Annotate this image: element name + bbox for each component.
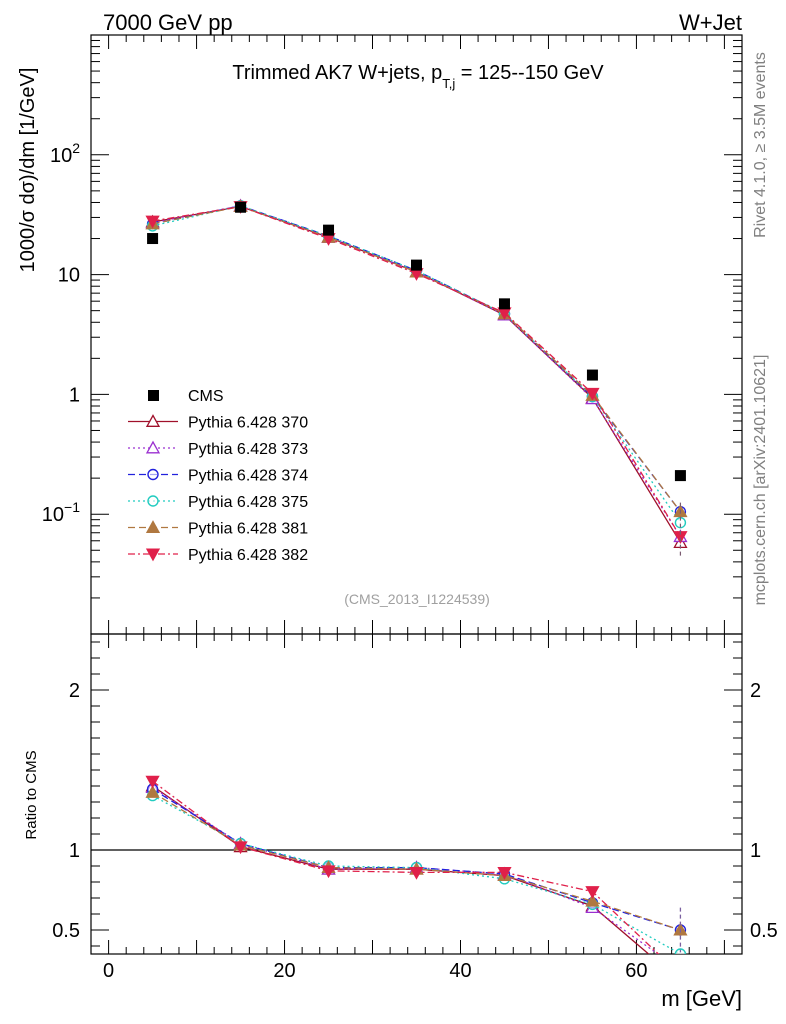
legend-label: Pythia 6.428 374: [188, 468, 308, 485]
main-axis-ticks: [91, 35, 742, 635]
series-point-main: [585, 387, 600, 401]
legend-marker: [147, 468, 159, 481]
series-point-ratio: [409, 866, 424, 880]
ratio-tick-label: 1: [750, 840, 761, 862]
title-main: Trimmed AK7 W+jets, p: [232, 62, 442, 84]
x-axis-label: m [GeV]: [661, 986, 742, 1011]
y-axis-label: 1000/σ dσ)/dm [1/GeV]: [17, 68, 39, 273]
main-plot-frame: [90, 34, 743, 635]
series-point-main: [145, 215, 160, 229]
legend-label: Pythia 6.428 370: [188, 415, 308, 432]
series-point-ratio: [233, 841, 248, 855]
process-label: W+Jet: [679, 10, 742, 35]
title-tail: = 125--150 GeV: [455, 62, 604, 84]
axis-tick-labels: 0 20 40 60 1 10 10−1 102 0.5 0.5 1 1 2 2: [42, 140, 778, 982]
ratio-tick-label: 1: [69, 840, 80, 862]
cms-data-point: [411, 259, 422, 271]
legend-cms-label: CMS: [188, 388, 224, 405]
legend-label: Pythia 6.428 375: [188, 494, 308, 511]
series-point-ratio: [585, 886, 600, 899]
ratio-plot-frame: [90, 633, 743, 955]
legend-marker: [145, 520, 161, 533]
legend-label: Pythia 6.428 373: [188, 441, 308, 458]
legend-label: Pythia 6.428 381: [188, 521, 308, 538]
y-tick-label: 1: [69, 384, 80, 406]
cms-data-point: [147, 233, 159, 245]
legend-marker: [145, 414, 161, 427]
series-line-main: [152, 205, 681, 543]
cms-data-point: [586, 369, 598, 381]
plot-title: Trimmed AK7 W+jets, pT,j = 125--150 GeV: [232, 62, 604, 91]
cms-data-point: [235, 201, 247, 213]
series-line-main: [152, 205, 681, 513]
y-tick-label: 10−1: [42, 499, 80, 526]
y-tick-label: 102: [50, 140, 80, 167]
x-tick-label: 40: [449, 960, 471, 982]
legend-marker: [145, 440, 161, 454]
ratio-tick-label: 2: [69, 680, 80, 702]
series-line-main: [152, 205, 681, 537]
ratio-tick-label: 0.5: [750, 920, 778, 942]
series-line-main: [152, 205, 681, 513]
legend: CMS Pythia 6.428 370 Pythia 6.428 373 Pythi…: [128, 388, 308, 564]
series-point-ratio: [497, 866, 512, 880]
title-subscript: T,j: [442, 76, 455, 91]
series-point-ratio: [145, 785, 160, 798]
x-tick-label: 60: [625, 960, 647, 982]
ratio-series-group: [91, 775, 742, 954]
rivet-label: Rivet 4.1.0, ≥ 3.5M events: [752, 52, 769, 238]
series-line-ratio: [152, 788, 681, 931]
ratio-tick-label: 2: [750, 680, 761, 702]
cms-data-point: [674, 470, 686, 482]
legend-cms-marker: [148, 390, 159, 401]
y-tick-label: 10: [58, 265, 80, 287]
ratio-y-axis-label: Ratio to CMS: [23, 750, 40, 839]
mcplots-label: mcplots.cern.ch [arXiv:2401.10621]: [752, 355, 769, 606]
ratio-axis-ticks: [91, 634, 742, 954]
cms-data-point: [323, 224, 335, 236]
series-point-ratio: [145, 775, 160, 789]
x-tick-label: 0: [103, 960, 114, 982]
series-line-main: [152, 205, 681, 537]
legend-marker: [145, 548, 161, 562]
main-series-group: [145, 198, 688, 556]
cms-data-point: [498, 298, 510, 310]
series-point-ratio: [585, 893, 600, 907]
legend-marker: [147, 495, 159, 507]
energy-label: 7000 GeV pp: [103, 10, 233, 35]
legend-label: Pythia 6.428 382: [188, 547, 308, 564]
series-point-ratio: [321, 865, 336, 879]
ratio-tick-label: 0.5: [52, 920, 80, 942]
analysis-label: (CMS_2013_I1224539): [344, 591, 490, 607]
x-tick-label: 20: [273, 960, 295, 982]
